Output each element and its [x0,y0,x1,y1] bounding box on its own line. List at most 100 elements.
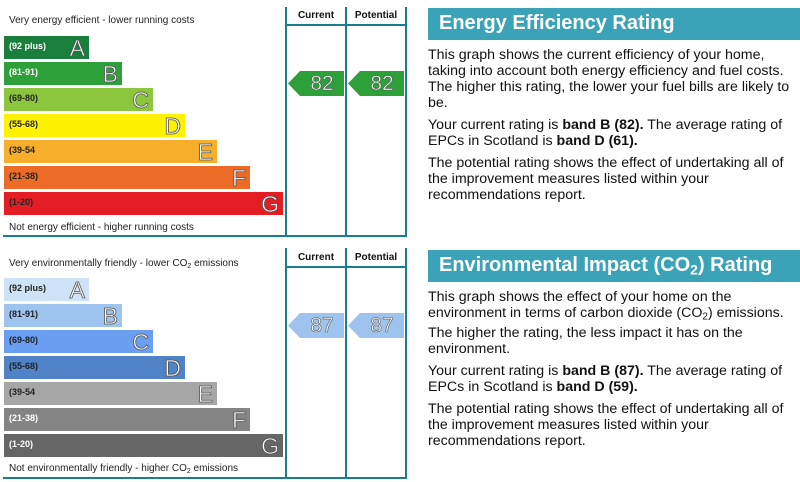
energy-efficiency-panel: Energy Efficiency Rating This graph show… [428,8,800,203]
current-rating-arrow: 87 [288,313,344,338]
band-range: (39-54 [9,145,36,155]
band-letter: E [197,139,213,166]
band-letter: A [69,35,85,62]
band-range: (69-80) [9,93,39,103]
band-letter: G [261,433,280,460]
band-letter: E [197,381,213,408]
band-b: (81-91) B [4,61,122,88]
label-text: emissions [191,258,239,269]
panel-title: Energy Efficiency Rating [428,8,800,40]
current-rating-value: 87 [310,314,334,338]
column-divider [345,248,347,479]
band-letter: A [69,277,85,304]
column-header-potential: Potential [354,10,398,21]
chart-bottom-label: Not energy efficient - higher running co… [9,222,194,233]
band-f: (21-38) F [4,407,250,434]
potential-arrow-shape [348,313,404,338]
band-range: (69-80) [9,335,39,345]
band-c: (69-80) C [4,87,153,114]
title-text: ) Rating [697,254,773,276]
column-header-potential: Potential [354,252,398,263]
band-range: (81-91) [9,309,39,319]
band-b: (81-91) B [4,303,122,330]
current-arrow-shape [288,313,344,338]
potential-arrow-shape [348,71,404,96]
current-arrow-shape [288,71,344,96]
band-f: (21-38) F [4,165,250,192]
band-a: (92 plus) A [4,277,89,304]
column-header-current: Current [297,10,335,21]
band-d: (55-68) D [4,355,185,382]
panel-description: This graph shows the current efficiency … [428,47,790,111]
current-rating-value: 82 [310,72,334,96]
panel-description: This graph shows the effect of your home… [428,289,800,357]
label-text: Very environmentally friendly - lower CO [9,258,188,269]
chart-top-label: Very environmentally friendly - lower CO… [9,258,239,270]
subscript: 2 [702,311,708,323]
current-rating-arrow: 82 [288,71,344,96]
column-divider [285,7,287,237]
band-range: (21-38) [9,413,39,423]
band-range: (92 plus) [9,41,47,51]
panel-rating-summary: Your current rating is band B (82). The … [428,117,800,149]
band-g: (1-20) G [4,191,283,218]
environmental-impact-chart: Very environmentally friendly - lower CO… [0,241,410,482]
panel-title: Environmental Impact (CO2) Rating [428,250,800,282]
band-a: (92 plus) A [4,35,89,62]
band-letter: C [132,329,149,356]
chart-bottom-border [3,477,407,479]
label-text: emissions [190,463,239,474]
band-letter: B [102,303,118,330]
text: ) emissions. The higher the rating, the … [428,305,784,358]
text: The average rating of EPCs in Scotland i… [428,117,783,149]
chart-top-label: Very energy efficient - lower running co… [9,15,195,26]
band-range: (1-20) [9,439,34,449]
column-divider [285,248,287,479]
text: This graph shows the effect of your home… [428,289,732,321]
band-letter: D [164,355,181,382]
potential-rating-arrow: 82 [348,71,404,96]
band-letter: C [132,87,149,114]
column-divider [405,248,407,479]
band-letter: F [231,407,247,434]
potential-rating-arrow: 87 [348,313,404,338]
title-text: Environmental Impact (CO [439,254,691,276]
header-divider [285,266,407,268]
potential-rating-value: 82 [370,72,394,96]
band-letter: F [231,165,247,192]
energy-efficiency-chart: Very energy efficient - lower running co… [0,0,410,240]
band-range: (1-20) [9,197,34,207]
label-subscript: 2 [186,467,191,475]
band-range: (55-68) [9,119,39,129]
current-band-text: band B (87). [562,363,644,380]
column-header-current: Current [297,252,335,263]
label-subscript: 2 [187,262,192,270]
chart-bottom-border [3,235,407,237]
band-range: (81-91) [9,67,39,77]
column-divider [405,7,407,237]
potential-rating-value: 87 [370,314,394,338]
band-c: (69-80) C [4,329,153,356]
band-e: (39-54 E [4,139,217,166]
band-e: (39-54 E [4,381,217,408]
band-g: (1-20) G [4,433,283,460]
band-d: (55-68) D [4,113,185,140]
panel-potential-note: The potential rating shows the effect of… [428,155,784,203]
label-text: Not environmentally friendly - higher CO [9,463,187,474]
band-letter: G [261,191,280,218]
text: Your current rating is [428,117,563,133]
band-range: (21-38) [9,171,39,181]
panel-potential-note: The potential rating shows the effect of… [428,401,784,450]
header-divider [285,24,407,26]
average-band-text: band D (61). [556,133,638,149]
title-subscript: 2 [690,261,698,278]
text: Your current rating is [428,363,563,380]
band-letter: B [102,61,118,88]
average-band-text: band D (59). [556,379,638,396]
column-divider [345,7,347,237]
band-letter: D [164,113,181,140]
current-band-text: band B (82). [562,117,644,133]
panel-rating-summary: Your current rating is band B (87). The … [428,363,800,395]
band-range: (55-68) [9,361,39,371]
text: The average rating of EPCs in Scotland i… [428,363,783,396]
